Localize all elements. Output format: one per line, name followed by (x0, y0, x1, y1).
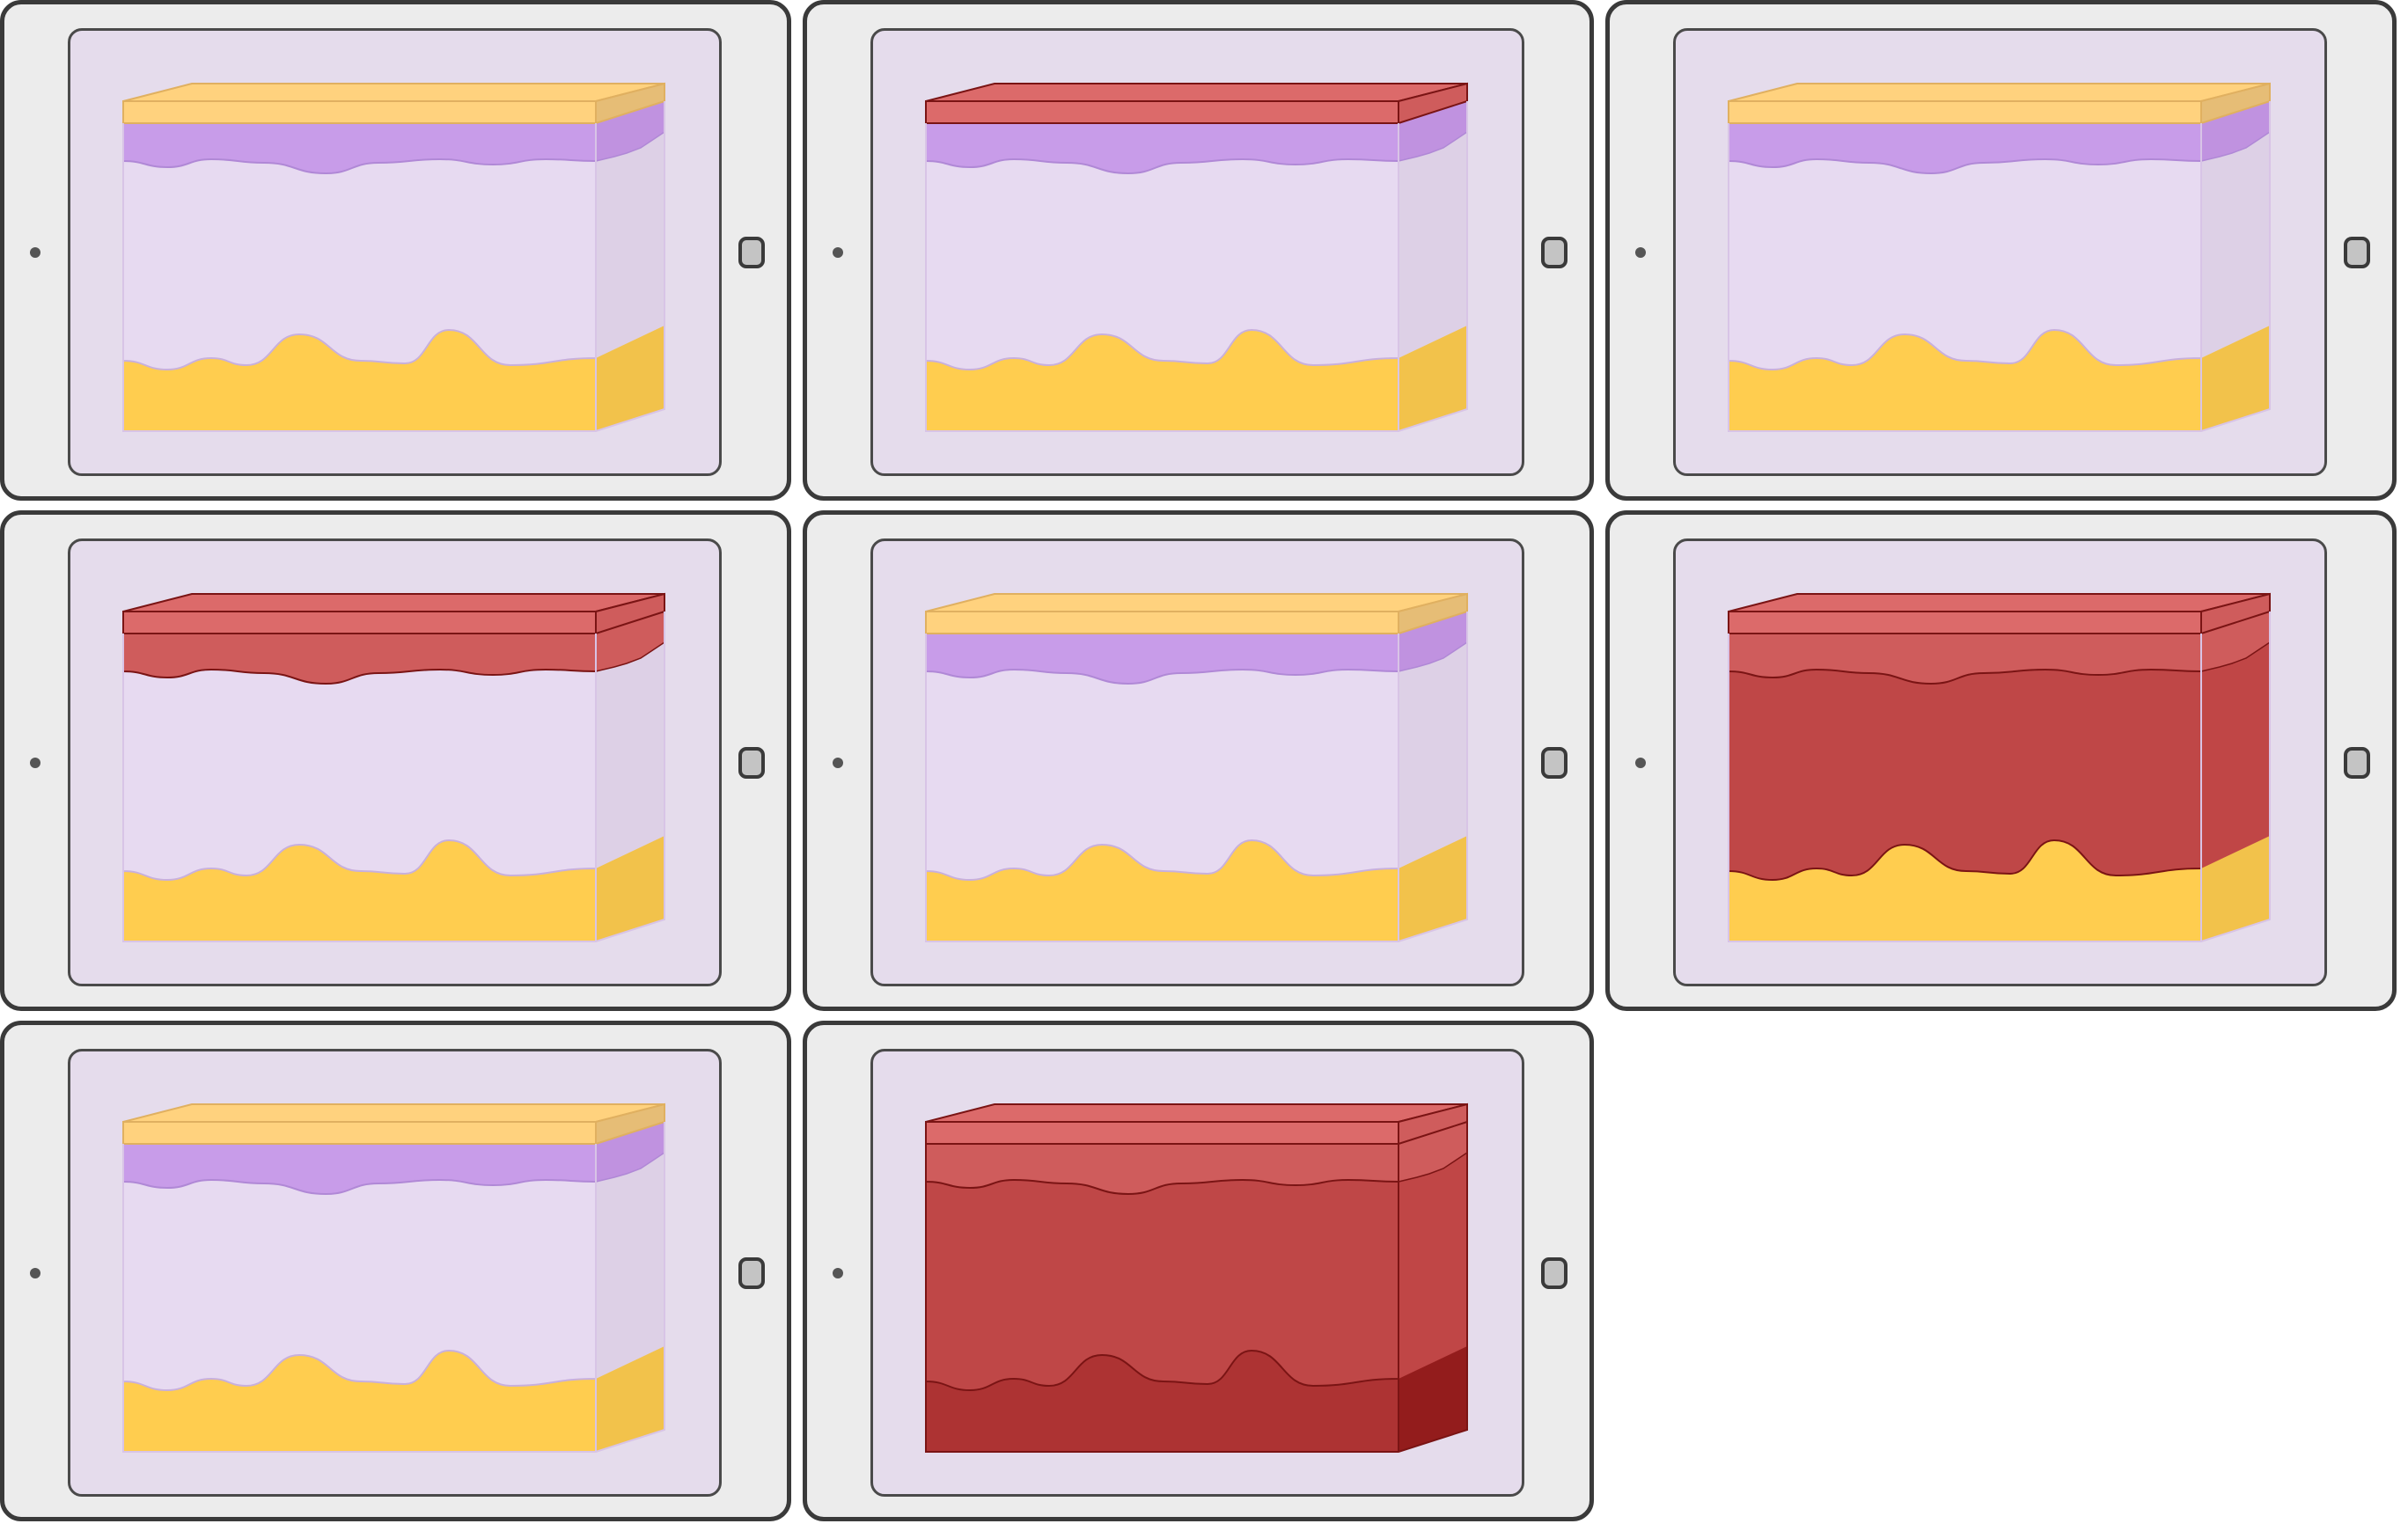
cap-front-face (925, 1121, 1399, 1145)
dermis-layer-side (1399, 612, 1467, 868)
tablet-1[interactable] (0, 0, 791, 501)
cap-front-face (122, 100, 597, 124)
camera-dot-icon (833, 247, 843, 258)
epidermis-layer-front (925, 122, 1399, 175)
cap-top-face (122, 593, 665, 612)
tablet-3[interactable] (1605, 0, 2397, 501)
tablet-screen[interactable] (1673, 538, 2327, 986)
camera-dot-icon (833, 1268, 843, 1278)
dermis-layer-side (2201, 612, 2270, 868)
home-button[interactable] (1541, 1257, 1567, 1289)
camera-dot-icon (1635, 247, 1646, 258)
cap-front-face (122, 611, 597, 634)
dermis-layer-side (2201, 101, 2270, 358)
skin-tissue-block[interactable] (70, 1051, 722, 1497)
tablet-screen[interactable] (870, 28, 1524, 476)
tablet-8[interactable] (803, 1021, 1594, 1521)
cap-front-face (925, 100, 1399, 124)
dermis-layer-side (1399, 101, 1467, 358)
skin-tissue-block[interactable] (873, 31, 1524, 476)
skin-tissue-block[interactable] (1676, 541, 2327, 986)
tablet-5[interactable] (803, 510, 1594, 1011)
cap-front-face (1728, 100, 2202, 124)
cap-top-face (1728, 83, 2271, 102)
dermis-layer-side (1399, 1122, 1467, 1379)
cap-top-face (925, 1103, 1468, 1123)
cap-top-face (925, 593, 1468, 612)
home-button[interactable] (1541, 237, 1567, 268)
skin-tissue-block[interactable] (873, 541, 1524, 986)
epidermis-layer-front (925, 633, 1399, 685)
home-button[interactable] (2344, 237, 2370, 268)
camera-dot-icon (30, 247, 40, 258)
dermis-layer-front (1728, 122, 2202, 371)
cap-top-face (1728, 593, 2271, 612)
cap-front-face (1728, 611, 2202, 634)
home-button[interactable] (2344, 747, 2370, 779)
camera-dot-icon (30, 758, 40, 768)
tablet-screen[interactable] (68, 1049, 722, 1497)
epidermis-layer-front (925, 1143, 1399, 1196)
home-button[interactable] (738, 237, 765, 268)
skin-tissue-block[interactable] (70, 541, 722, 986)
tablet-7[interactable] (0, 1021, 791, 1521)
epidermis-layer-front (122, 633, 597, 685)
tablet-screen[interactable] (68, 28, 722, 476)
skin-tissue-block[interactable] (1676, 31, 2327, 476)
home-button[interactable] (738, 1257, 765, 1289)
home-button[interactable] (738, 747, 765, 779)
epidermis-layer-front (1728, 633, 2202, 685)
epidermis-layer-front (122, 122, 597, 175)
camera-dot-icon (833, 758, 843, 768)
dermis-layer-side (596, 101, 664, 358)
skin-tissue-block[interactable] (873, 1051, 1524, 1497)
cap-top-face (122, 1103, 665, 1123)
tablet-screen[interactable] (870, 1049, 1524, 1497)
tablet-2[interactable] (803, 0, 1594, 501)
dermis-layer-front (925, 1143, 1399, 1392)
epidermis-layer-front (122, 1143, 597, 1196)
dermis-layer-side (596, 1122, 664, 1379)
dermis-layer-front (122, 633, 597, 882)
dermis-layer-side (596, 612, 664, 868)
dermis-layer-front (925, 633, 1399, 882)
cap-top-face (925, 83, 1468, 102)
cap-front-face (122, 1121, 597, 1145)
tablet-screen[interactable] (1673, 28, 2327, 476)
tablet-screen[interactable] (68, 538, 722, 986)
cap-top-face (122, 83, 665, 102)
camera-dot-icon (30, 1268, 40, 1278)
dermis-layer-front (122, 122, 597, 371)
cap-front-face (925, 611, 1399, 634)
camera-dot-icon (1635, 758, 1646, 768)
tablet-6[interactable] (1605, 510, 2397, 1011)
dermis-layer-front (1728, 633, 2202, 882)
dermis-layer-front (122, 1143, 597, 1392)
epidermis-layer-front (1728, 122, 2202, 175)
tablet-4[interactable] (0, 510, 791, 1011)
home-button[interactable] (1541, 747, 1567, 779)
dermis-layer-front (925, 122, 1399, 371)
skin-tissue-block[interactable] (70, 31, 722, 476)
tablet-screen[interactable] (870, 538, 1524, 986)
